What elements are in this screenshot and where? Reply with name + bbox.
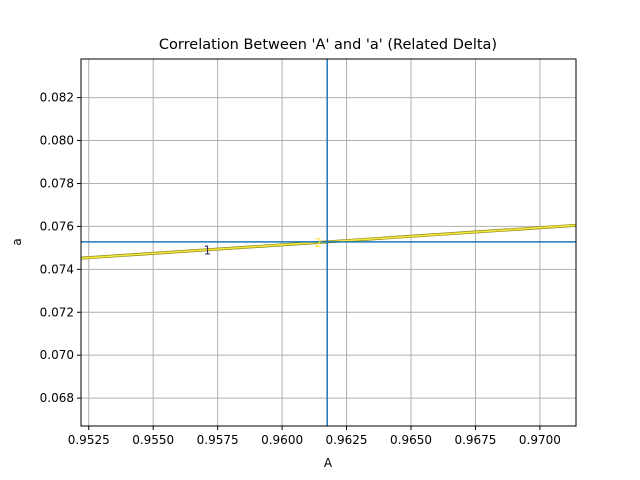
- y-tick-label: 0.070: [40, 348, 74, 362]
- x-tick-label: 0.9550: [132, 433, 174, 447]
- x-tick-label: 0.9650: [390, 433, 432, 447]
- chart-title: Correlation Between 'A' and 'a' (Related…: [159, 37, 497, 53]
- ticks: 0.9525 0.9550 0.9575 0.9600 0.9625 0.9650 0.96…: [40, 91, 561, 447]
- y-tick-label: 0.078: [40, 176, 74, 190]
- y-tick-label: 0.074: [40, 262, 74, 276]
- x-tick-label: 0.9700: [519, 433, 561, 447]
- data-layer: 12: [80, 59, 577, 426]
- x-axis-title: A: [324, 456, 333, 470]
- grid: [81, 59, 576, 426]
- x-tick-label: 0.9575: [197, 433, 239, 447]
- x-tick-label: 0.9525: [68, 433, 110, 447]
- y-tick-label: 0.076: [40, 219, 74, 233]
- y-axis-title: a: [10, 238, 24, 245]
- y-tick-label: 0.082: [40, 91, 74, 105]
- plot-frame: [80, 58, 577, 427]
- contour-label: 1: [204, 243, 212, 257]
- contour-label: 2: [314, 236, 322, 250]
- y-tick-label: 0.068: [40, 391, 74, 405]
- x-tick-label: 0.9675: [454, 433, 496, 447]
- y-tick-label: 0.080: [40, 134, 74, 148]
- y-tick-label: 0.072: [40, 305, 74, 319]
- x-tick-label: 0.9625: [326, 433, 368, 447]
- x-tick-label: 0.9600: [261, 433, 303, 447]
